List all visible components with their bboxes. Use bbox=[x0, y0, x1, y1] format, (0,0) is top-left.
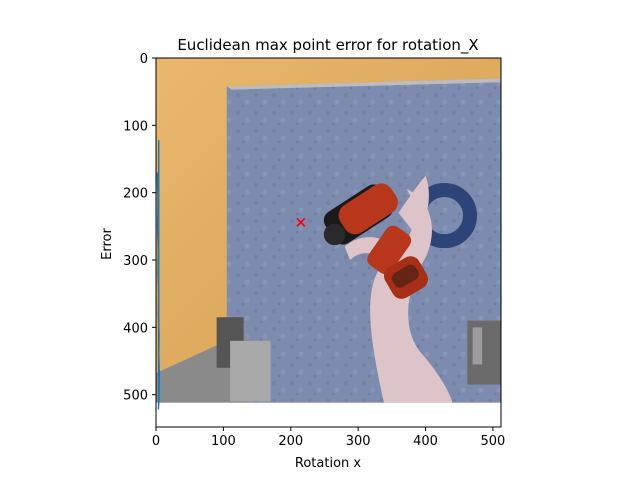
y-tick-label: 300 bbox=[123, 254, 148, 269]
gripper-left-block bbox=[230, 340, 271, 402]
mat-edge bbox=[226, 78, 501, 90]
drill bbox=[323, 183, 429, 299]
y-axis-label: Error bbox=[100, 228, 115, 260]
y-tick-label: 100 bbox=[123, 119, 148, 134]
x-tick-label: 100 bbox=[211, 434, 236, 449]
x-tick-label: 300 bbox=[346, 434, 371, 449]
drill-tip bbox=[323, 223, 346, 246]
x-axis: 0 100 200 300 400 500 bbox=[152, 427, 505, 449]
marker-layer bbox=[296, 217, 306, 227]
chart-title: Euclidean max point error for rotation_X bbox=[177, 36, 478, 55]
x-axis-label: Rotation x bbox=[295, 456, 362, 471]
gripper-right-pad bbox=[472, 327, 483, 365]
x-tick-label: 200 bbox=[278, 434, 303, 449]
y-tick-label: 200 bbox=[123, 187, 148, 202]
pink-pattern-top bbox=[398, 175, 429, 235]
marker-stroke-b bbox=[296, 217, 306, 227]
y-tick-label: 0 bbox=[140, 52, 148, 67]
drill-handle bbox=[367, 225, 412, 275]
x-tick-label: 0 bbox=[152, 434, 160, 449]
data-point-marker bbox=[296, 217, 306, 227]
y-tick-label: 400 bbox=[123, 321, 148, 336]
drill-battery-label bbox=[391, 264, 419, 288]
series-layer bbox=[156, 140, 161, 410]
below-image bbox=[156, 402, 501, 427]
y-tick-label: 500 bbox=[123, 389, 148, 404]
gripper-right bbox=[467, 320, 501, 385]
background-image bbox=[156, 58, 501, 427]
x-tick-label: 400 bbox=[413, 434, 438, 449]
x-tick-label: 500 bbox=[481, 434, 506, 449]
y-axis: 0 100 200 300 400 500 bbox=[123, 52, 156, 404]
pink-pattern bbox=[370, 189, 453, 409]
axes-frame bbox=[155, 57, 502, 428]
drill-body bbox=[338, 183, 398, 235]
